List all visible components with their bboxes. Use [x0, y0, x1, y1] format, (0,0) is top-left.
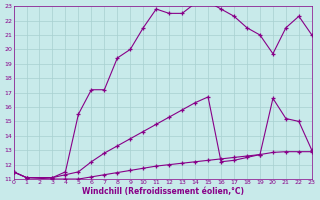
X-axis label: Windchill (Refroidissement éolien,°C): Windchill (Refroidissement éolien,°C) — [82, 187, 244, 196]
